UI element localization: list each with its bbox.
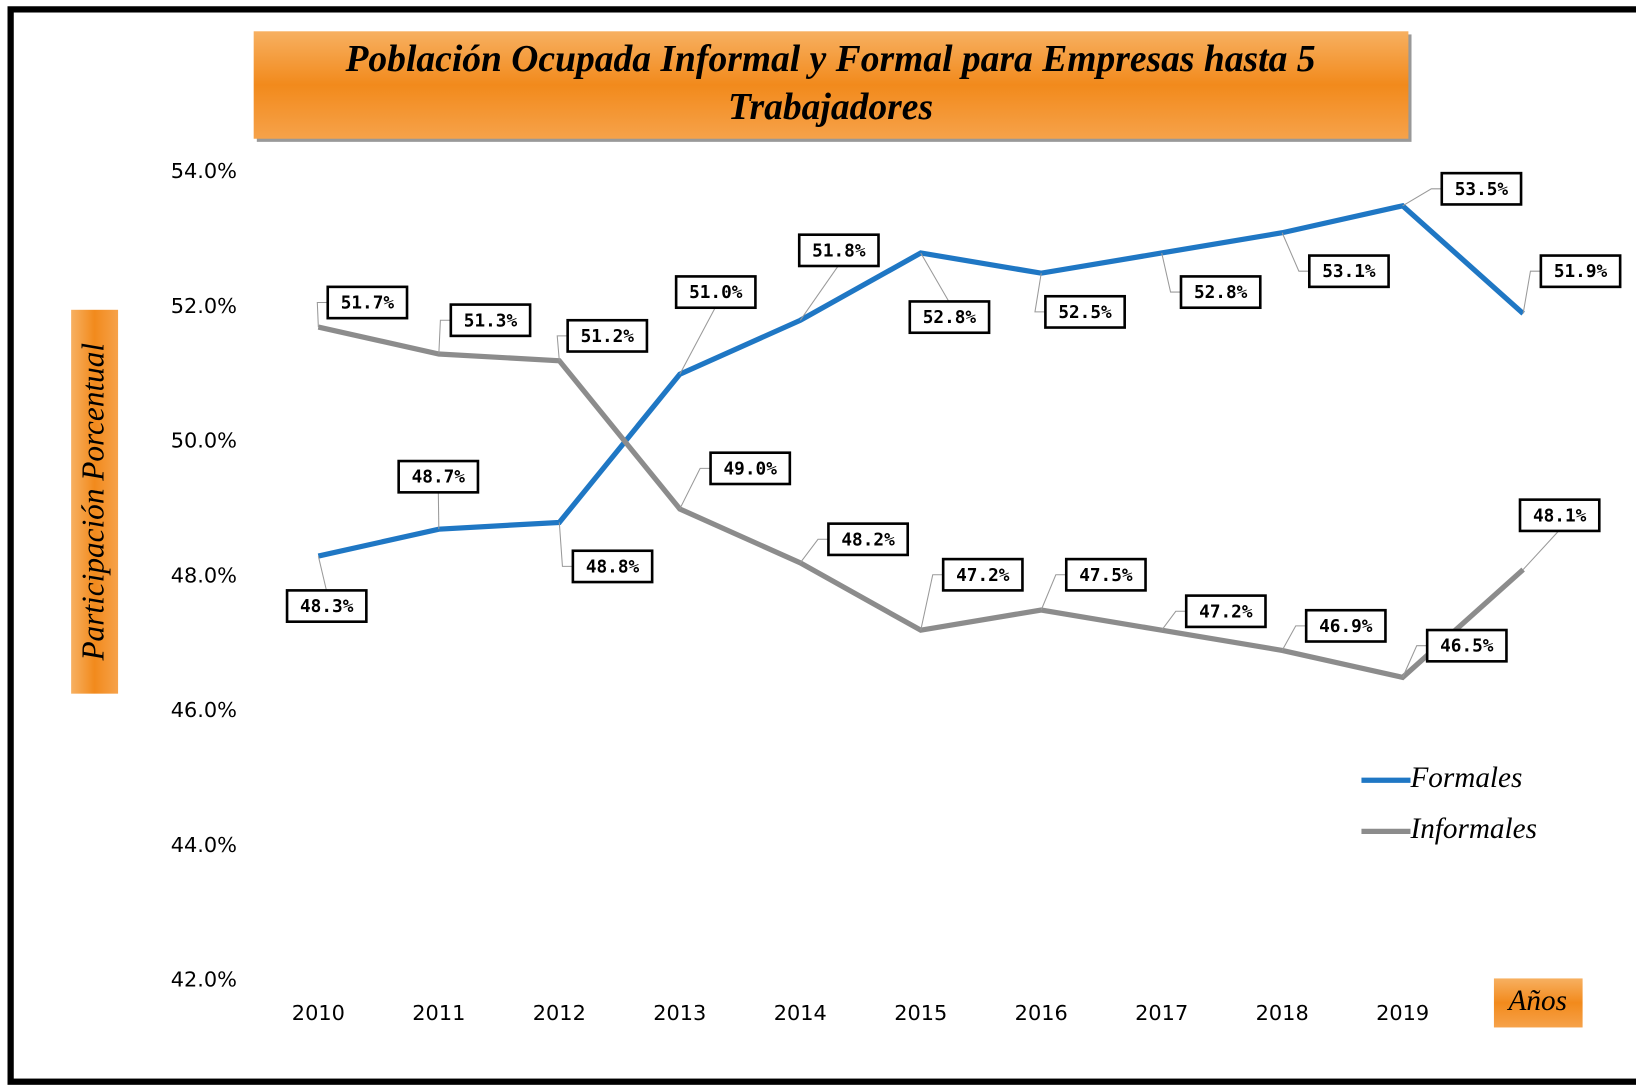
leader-line: [317, 555, 328, 592]
legend-label: Informales: [1409, 813, 1536, 845]
x-tick-label: 2015: [894, 1001, 947, 1025]
data-label: 47.2%: [956, 566, 1010, 586]
leader-line: [1281, 232, 1310, 272]
data-label: 51.7%: [341, 294, 395, 314]
leader-line: [1034, 273, 1046, 313]
leader-line: [1161, 610, 1187, 631]
chart-title: Población Ocupada Informal y Formal para…: [344, 39, 1315, 80]
data-label: 52.8%: [1194, 283, 1248, 303]
data-label-box: [1184, 594, 1267, 629]
data-label: 52.5%: [1058, 303, 1112, 323]
x-title-box: [1493, 978, 1583, 1028]
leader-line: [1402, 645, 1428, 678]
data-label: 51.2%: [581, 327, 635, 347]
data-label-box: [1425, 628, 1508, 663]
data-label: 51.0%: [689, 283, 743, 303]
data-label-box: [1304, 608, 1387, 643]
data-label-box: [1064, 557, 1147, 592]
data-label-box: [827, 522, 910, 557]
x-tick-label: 2012: [533, 1001, 586, 1025]
leader-line: [438, 319, 451, 355]
y-axis-title: Participación Porcentual: [75, 343, 110, 662]
data-label-box: [1179, 275, 1262, 310]
data-label-box: [571, 549, 654, 584]
leader-line: [1281, 625, 1307, 651]
data-label: 48.1%: [1533, 506, 1587, 526]
x-axis-title: Años: [1507, 985, 1567, 1017]
data-label-box: [1539, 254, 1622, 289]
data-label-box: [941, 557, 1024, 592]
data-label-box: [326, 285, 409, 320]
leader-line: [679, 306, 717, 375]
data-label: 48.3%: [300, 597, 354, 617]
data-label-box: [397, 459, 480, 494]
y-tick-label: 54.0%: [171, 159, 237, 183]
data-label: 51.8%: [812, 241, 866, 261]
y-tick-label: 44.0%: [171, 833, 237, 857]
leader-line: [558, 522, 573, 567]
x-tick-label: 2013: [653, 1001, 706, 1025]
leader-line: [799, 538, 829, 564]
data-label-box: [797, 233, 880, 268]
data-label-box: [709, 451, 792, 486]
data-label: 46.9%: [1319, 617, 1373, 637]
data-label: 48.2%: [841, 530, 895, 550]
data-label: 52.8%: [923, 308, 977, 328]
data-label-box: [1307, 254, 1390, 289]
data-label-box: [449, 303, 532, 338]
data-label: 51.3%: [464, 311, 518, 331]
leader-line: [1402, 188, 1442, 207]
leader-line: [799, 264, 840, 321]
data-label: 48.8%: [586, 557, 640, 577]
plot: 42.0% 44.0% 46.0% 48.0% 50.0% 52.0% 54.0% 2010 2…: [171, 159, 1622, 1025]
data-label-box: [1518, 498, 1601, 533]
x-tick-label: 2011: [412, 1001, 465, 1025]
leader-line: [1522, 529, 1561, 570]
y-tick-label: 42.0%: [171, 968, 237, 992]
data-label: 49.0%: [724, 459, 778, 479]
leader-line: [1161, 252, 1181, 293]
data-label: 46.5%: [1440, 637, 1494, 657]
leader-line: [920, 252, 950, 303]
legend-label: Formales: [1409, 762, 1522, 794]
leader-line: [437, 491, 440, 530]
x-tick-label: 2019: [1376, 1001, 1429, 1025]
leader-line: [1040, 574, 1067, 611]
data-label: 51.9%: [1554, 262, 1608, 282]
data-label-box: [908, 300, 991, 335]
x-tick-label: 2010: [292, 1001, 345, 1025]
data-label-box: [285, 589, 368, 623]
x-tick-label: 2016: [1015, 1001, 1068, 1025]
data-label: 53.1%: [1322, 262, 1376, 282]
leader-line: [556, 335, 568, 361]
chart-title-line: Trabajadores: [728, 87, 933, 128]
leader-line: [1522, 270, 1541, 314]
data-label: 53.5%: [1455, 180, 1509, 200]
y-title-box: [71, 309, 119, 694]
x-tick-label: 2018: [1256, 1001, 1309, 1025]
title-box: [253, 31, 1409, 139]
data-label: 47.2%: [1199, 602, 1253, 622]
y-tick-label: 46.0%: [171, 698, 237, 722]
leader-line: [679, 467, 711, 510]
data-label-box: [566, 318, 649, 353]
data-label: 48.7%: [412, 468, 466, 488]
leader-line: [920, 574, 944, 631]
data-label: 47.5%: [1079, 566, 1133, 586]
y-tick-label: 52.0%: [171, 294, 237, 318]
y-tick-label: 50.0%: [171, 429, 237, 453]
y-tick-label: 48.0%: [171, 563, 237, 587]
data-label-box: [1044, 294, 1126, 329]
x-tick-label: 2017: [1135, 1001, 1188, 1025]
data-label-box: [674, 275, 757, 310]
series-line: [317, 324, 1525, 681]
frame: [7, 6, 1636, 1085]
data-label-box: [1440, 171, 1523, 206]
leader-line: [316, 301, 328, 328]
x-tick-label: 2014: [774, 1001, 827, 1025]
